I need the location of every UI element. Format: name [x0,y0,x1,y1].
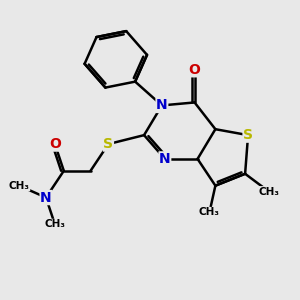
Text: O: O [49,137,61,151]
Text: S: S [103,137,113,151]
Text: N: N [156,98,168,112]
Text: CH₃: CH₃ [258,187,279,196]
Text: O: O [189,63,200,77]
Text: S: S [243,128,253,142]
Text: CH₃: CH₃ [44,219,65,229]
Text: N: N [159,152,171,166]
Text: CH₃: CH₃ [9,181,30,191]
Text: N: N [40,190,52,205]
Text: CH₃: CH₃ [199,207,220,218]
